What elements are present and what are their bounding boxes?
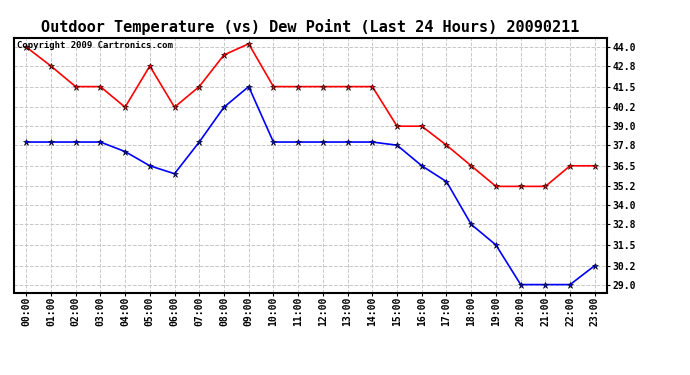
Text: Copyright 2009 Cartronics.com: Copyright 2009 Cartronics.com (17, 41, 172, 50)
Title: Outdoor Temperature (vs) Dew Point (Last 24 Hours) 20090211: Outdoor Temperature (vs) Dew Point (Last… (41, 19, 580, 35)
